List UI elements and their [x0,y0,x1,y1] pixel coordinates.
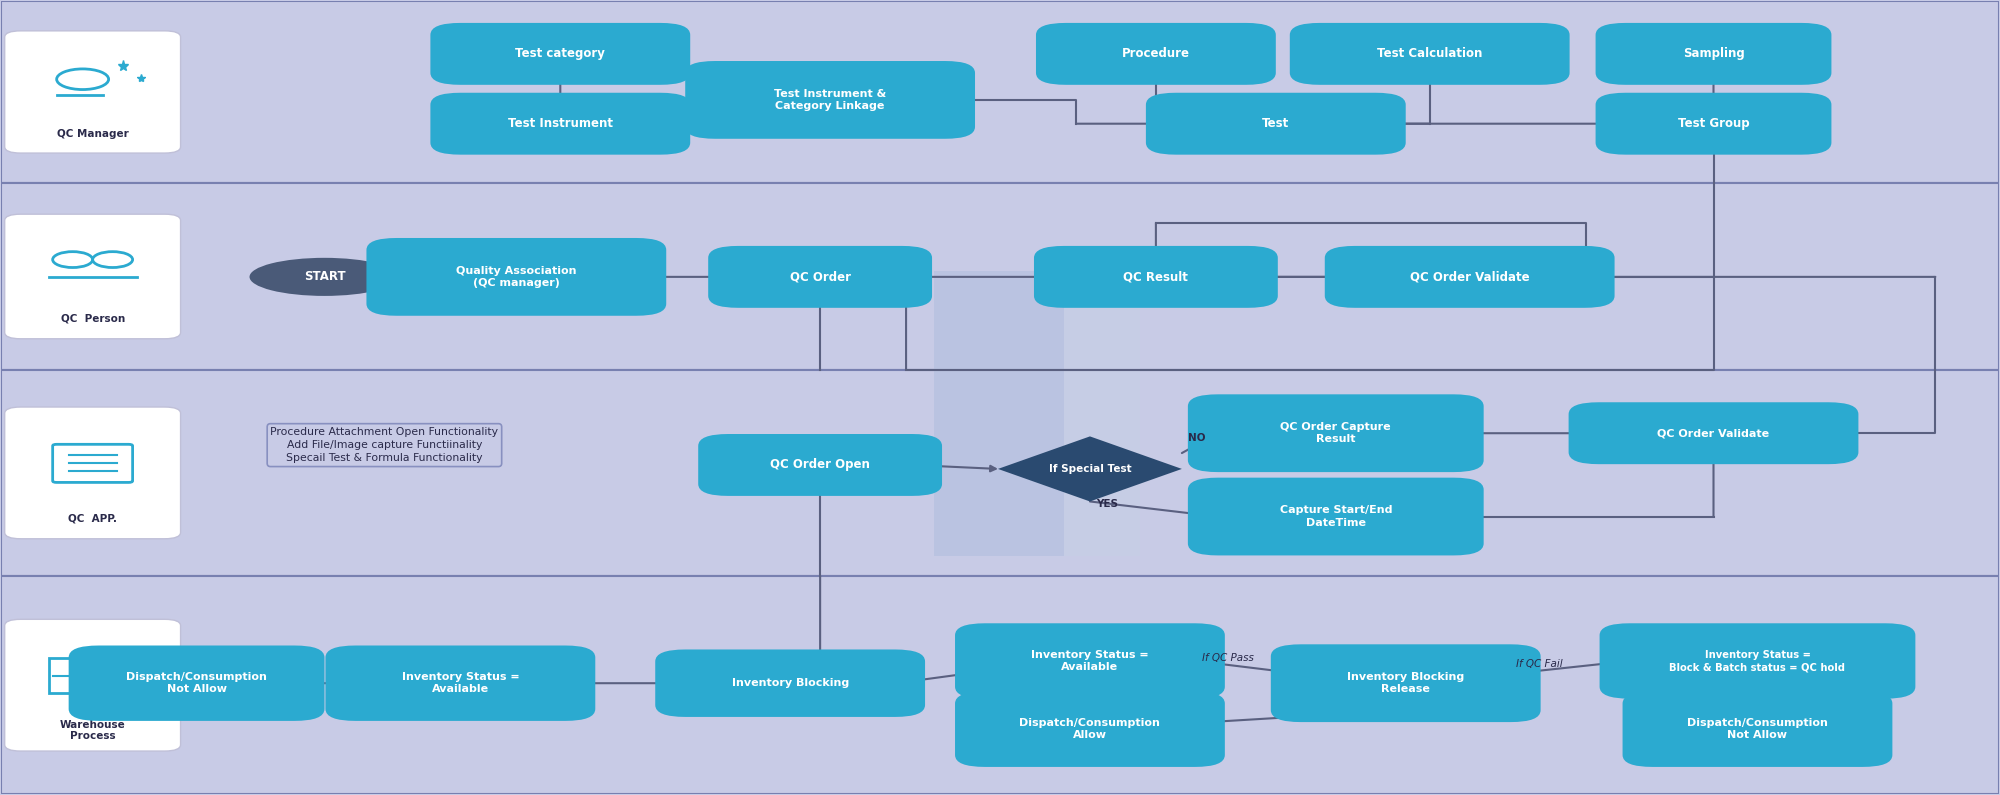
Text: Inventory Status =
Available: Inventory Status = Available [402,672,520,694]
Text: START: START [304,270,346,283]
FancyBboxPatch shape [326,646,596,721]
Text: If QC Fail: If QC Fail [1516,659,1562,669]
Text: Test: Test [1262,117,1290,130]
Text: Dispatch/Consumption
Allow: Dispatch/Consumption Allow [1020,718,1160,740]
FancyBboxPatch shape [366,238,666,316]
FancyBboxPatch shape [1034,246,1278,308]
FancyBboxPatch shape [1600,623,1916,699]
Text: Inventory Status =
Block & Batch status = QC hold: Inventory Status = Block & Batch status … [1670,650,1846,673]
FancyBboxPatch shape [656,650,926,717]
FancyBboxPatch shape [708,246,932,308]
FancyBboxPatch shape [1568,402,1858,464]
Text: If Special Test: If Special Test [1048,464,1132,474]
FancyBboxPatch shape [430,23,690,85]
FancyBboxPatch shape [1064,270,1140,556]
FancyBboxPatch shape [1188,478,1484,556]
FancyBboxPatch shape [1290,23,1570,85]
FancyBboxPatch shape [956,623,1224,699]
FancyBboxPatch shape [68,646,324,721]
Text: If QC Pass: If QC Pass [1202,653,1254,662]
Text: Test Instrument: Test Instrument [508,117,612,130]
Text: Dispatch/Consumption
Not Allow: Dispatch/Consumption Not Allow [126,672,266,694]
Text: Procedure Attachment Open Functionality
Add File/Image capture Functiinality
Spe: Procedure Attachment Open Functionality … [270,427,498,463]
Text: Procedure: Procedure [1122,48,1190,60]
Text: Test category: Test category [516,48,606,60]
Text: QC Order Capture
Result: QC Order Capture Result [1280,422,1392,444]
FancyBboxPatch shape [0,576,2000,794]
Text: QC Order Validate: QC Order Validate [1658,429,1770,438]
FancyBboxPatch shape [0,1,2000,183]
FancyBboxPatch shape [1596,23,1832,85]
FancyBboxPatch shape [1036,23,1276,85]
Text: Inventory Blocking: Inventory Blocking [732,678,848,688]
FancyBboxPatch shape [1596,93,1832,155]
Text: QC Order Validate: QC Order Validate [1410,270,1530,283]
Text: Inventory Status =
Available: Inventory Status = Available [1032,650,1148,673]
Text: Warehouse
Process: Warehouse Process [60,719,126,741]
FancyBboxPatch shape [1324,246,1614,308]
Text: Capture Start/End
DateTime: Capture Start/End DateTime [1280,506,1392,528]
Ellipse shape [250,258,400,296]
FancyBboxPatch shape [1188,394,1484,472]
Text: NO: NO [1188,432,1206,443]
FancyBboxPatch shape [698,434,942,496]
FancyBboxPatch shape [4,31,180,153]
Text: Quality Association
(QC manager): Quality Association (QC manager) [456,266,576,288]
Text: Test Calculation: Test Calculation [1378,48,1482,60]
Text: Test Instrument &
Category Linkage: Test Instrument & Category Linkage [774,89,886,111]
Text: QC  Person: QC Person [60,314,124,324]
FancyBboxPatch shape [4,407,180,539]
Text: QC Manager: QC Manager [56,129,128,138]
FancyBboxPatch shape [0,370,2000,576]
Text: Test Group: Test Group [1678,117,1750,130]
Text: QC Order: QC Order [790,270,850,283]
Text: Dispatch/Consumption
Not Allow: Dispatch/Consumption Not Allow [1688,718,1828,740]
FancyBboxPatch shape [4,619,180,751]
Text: YES: YES [1096,499,1118,509]
FancyBboxPatch shape [956,692,1224,767]
Text: Inventory Blocking
Release: Inventory Blocking Release [1348,672,1464,694]
Text: QC Result: QC Result [1124,270,1188,283]
FancyBboxPatch shape [1622,692,1892,767]
Text: Sampling: Sampling [1682,48,1744,60]
Text: QC Order Open: QC Order Open [770,459,870,471]
FancyBboxPatch shape [0,183,2000,370]
Text: QC  APP.: QC APP. [68,513,118,523]
FancyBboxPatch shape [686,61,976,139]
FancyBboxPatch shape [1270,644,1540,722]
FancyBboxPatch shape [4,214,180,339]
FancyBboxPatch shape [430,93,690,155]
FancyBboxPatch shape [934,270,1064,556]
FancyBboxPatch shape [1146,93,1406,155]
Polygon shape [998,436,1182,502]
